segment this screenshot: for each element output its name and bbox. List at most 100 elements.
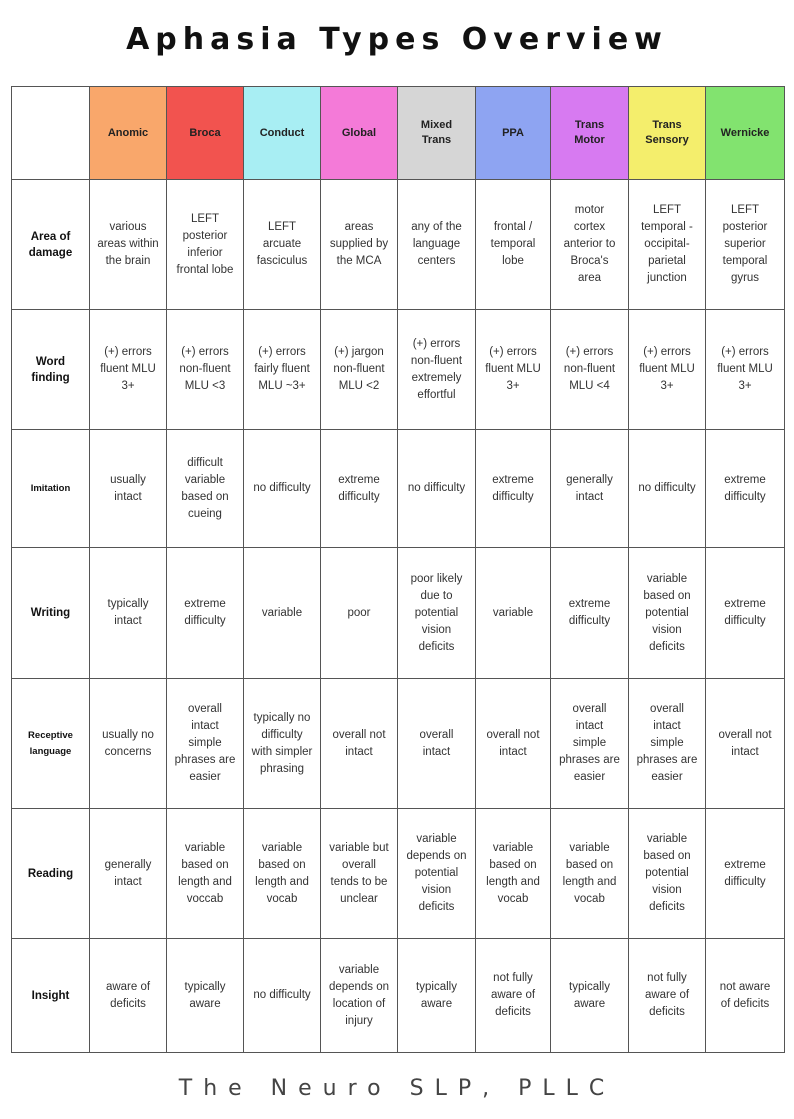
cell-text: extreme difficulty [492,473,534,503]
table-cell: poor [320,547,398,679]
table-cell: extreme difficulty [705,429,785,548]
cell-text: no difficulty [638,482,696,494]
column-header-label: Trans Motor [574,119,605,146]
cell-text: aware of deficits [105,980,151,1010]
table-cell: (+) errors fluent MLU 3+ [628,309,706,430]
row-receptive-language: Receptive language usually no concerns o… [11,678,785,809]
table-cell: LEFT temporal - occipital-parietal junct… [628,179,706,310]
table-cell: LEFT arcuate fasciculus [243,179,321,310]
column-header-wernicke: Wernicke [705,86,785,180]
row-label: Reading [11,808,90,939]
cell-text: overall intact [419,728,454,758]
row-imitation: Imitation usually intact difficult varia… [11,429,785,548]
row-writing: Writing typically intact extreme difficu… [11,547,785,679]
table-cell: variable based on potential vision defic… [628,808,706,939]
cell-text: (+) errors fluent MLU 3+ [485,346,541,392]
cell-text: motor cortex anterior to Broca's area [563,204,616,284]
cell-text: no difficulty [253,482,311,494]
table-cell: extreme difficulty [705,808,785,939]
cell-text: variable depends on location of injury [328,963,390,1027]
table-cell: variable but overall tends to be unclear [320,808,398,939]
row-label-text: Word finding [31,355,70,384]
row-label: Word finding [11,309,90,430]
cell-text: variable based on length and vocab [486,841,540,905]
row-label-text: Reading [27,867,74,880]
table-cell: extreme difficulty [166,547,244,679]
cell-text: not fully aware of deficits [644,972,690,1018]
table-cell: no difficulty [628,429,706,548]
table-cell: (+) errors non-fluent MLU <3 [166,309,244,430]
row-label: Imitation [11,429,90,548]
table-cell: generally intact [550,429,629,548]
table-cell: overall not intact [475,678,551,809]
cell-text: (+) errors non-fluent MLU <3 [179,346,231,392]
column-header-label: Trans Sensory [645,119,689,146]
column-header-trans-motor: Trans Motor [550,86,629,180]
page-title: Aphasia Types Overview [126,22,668,57]
cell-text: variable based on length and vocab [562,841,617,905]
cell-text: variable but overall tends to be unclear [329,841,389,905]
column-header-broca: Broca [166,86,244,180]
table-cell: typically aware [166,938,244,1053]
row-label-text: Area of damage [28,230,73,259]
table-cell: usually intact [89,429,167,548]
table-cell: (+) errors fluent MLU 3+ [475,309,551,430]
table-cell: aware of deficits [89,938,167,1053]
row-label: Insight [11,938,90,1053]
column-header-label: PPA [502,126,524,139]
cell-text: extreme difficulty [724,598,766,627]
table-cell: no difficulty [243,429,321,548]
table-cell: difficult variable based on cueing [166,429,244,548]
cell-text: extreme difficulty [184,598,226,627]
table-cell: variable based on length and vocab [550,808,629,939]
header-row: Anomic Broca Conduct Global Mixed Trans … [11,86,785,180]
cell-text: overall intact simple phrases are easier [559,703,620,783]
table-cell: variable based on length and vocab [475,808,551,939]
cell-text: LEFT arcuate fasciculus [256,221,308,267]
cell-text: (+) errors fluent MLU 3+ [100,346,156,392]
column-header-label: Mixed Trans [420,119,453,146]
table-cell: extreme difficulty [550,547,629,679]
cell-text: not aware of deficits [719,980,771,1010]
row-label-text: Insight [31,989,70,1002]
table-cell: overall intact simple phrases are easier [166,678,244,809]
cell-text: extreme difficulty [568,598,611,627]
table-cell: typically aware [397,938,476,1053]
table-cell: overall intact [397,678,476,809]
aphasia-table: Anomic Broca Conduct Global Mixed Trans … [11,86,785,1053]
table-cell: variable depends on location of injury [320,938,398,1053]
table-cell: variable based on length and vocab [243,808,321,939]
row-insight: Insight aware of deficits typically awar… [11,938,785,1053]
table-cell: not fully aware of deficits [628,938,706,1053]
footer-brand: The Neuro SLP, PLLC [178,1076,616,1101]
cell-text: (+) jargon non-fluent MLU <2 [333,346,385,392]
cell-text: variable [261,606,303,619]
cell-text: no difficulty [253,989,311,1001]
cell-text: extreme difficulty [724,473,766,503]
table-cell: no difficulty [397,429,476,548]
row-reading: Reading generally intact variable based … [11,808,785,939]
row-label-text: Receptive language [28,729,73,757]
table-cell: variable based on potential vision defic… [628,547,706,679]
table-cell: (+) errors fairly fluent MLU ~3+ [243,309,321,430]
table-cell: overall not intact [320,678,398,809]
column-header-label: Global [341,126,377,139]
cell-text: (+) errors fluent MLU 3+ [639,346,695,392]
cell-text: variable depends on potential vision def… [406,833,467,913]
column-header-global: Global [320,86,398,180]
cell-text: LEFT posterior inferior frontal lobe [176,212,234,276]
cell-text: variable [492,606,534,619]
table-cell: LEFT posterior superior temporal gyrus [705,179,785,310]
cell-text: overall not intact [332,728,386,758]
table-cell: (+) errors fluent MLU 3+ [705,309,785,430]
table-cell: extreme difficulty [705,547,785,679]
cell-text: (+) errors non-fluent extremely effortfu… [410,337,463,401]
column-header-label: Broca [189,126,221,139]
cell-text: overall intact simple phrases are easier [636,703,698,783]
cell-text: variable based on potential vision defic… [643,833,691,913]
table-cell: frontal / temporal lobe [475,179,551,310]
table-cell: typically aware [550,938,629,1053]
table-cell: variable depends on potential vision def… [397,808,476,939]
row-word-finding: Word finding (+) errors fluent MLU 3+ (+… [11,309,785,430]
cell-text: LEFT posterior superior temporal gyrus [722,204,768,284]
